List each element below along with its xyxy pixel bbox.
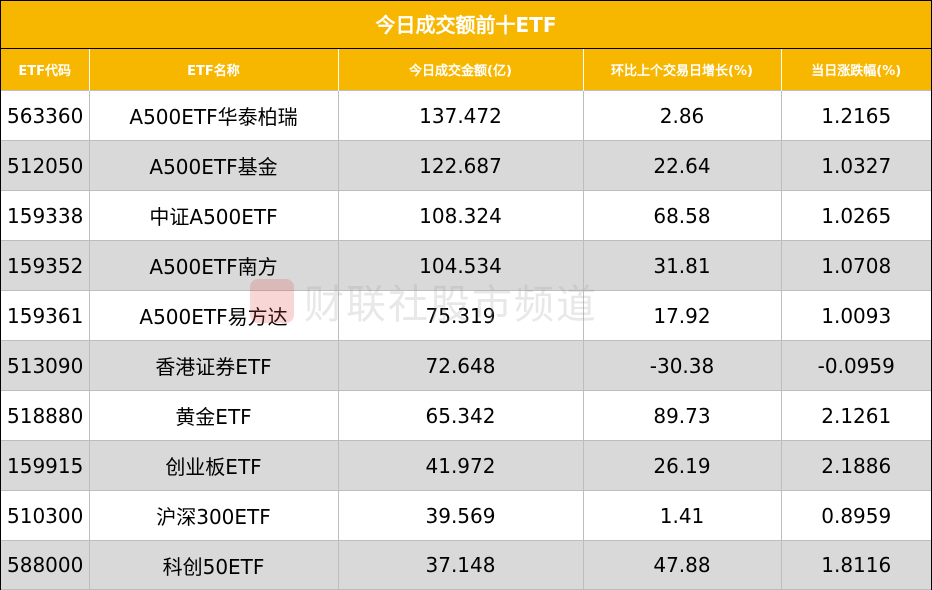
cell-name: 香港证券ETF xyxy=(88,340,339,391)
header-row: ETF代码 ETF名称 今日成交金额(亿) 环比上个交易日增长(%) 当日涨跌幅… xyxy=(1,49,931,91)
table-row: 518880 黄金ETF 65.342 89.73 2.1261 xyxy=(1,390,931,441)
cell-growth: 26.19 xyxy=(582,440,782,491)
header-cell-growth: 环比上个交易日增长(%) xyxy=(582,49,782,91)
cell-code: 159915 xyxy=(1,440,90,491)
cell-name: 中证A500ETF xyxy=(88,190,339,241)
cell-change: -0.0959 xyxy=(780,340,931,391)
cell-growth: 89.73 xyxy=(582,390,782,441)
cell-code: 512050 xyxy=(1,140,90,191)
table-row: 513090 香港证券ETF 72.648 -30.38 -0.0959 xyxy=(1,340,931,391)
cell-turnover: 72.648 xyxy=(337,340,584,391)
header-cell-name: ETF名称 xyxy=(88,49,339,91)
cell-turnover: 122.687 xyxy=(337,140,584,191)
cell-turnover: 75.319 xyxy=(337,290,584,341)
table-row: 159361 A500ETF易方达 75.319 17.92 1.0093 xyxy=(1,290,931,341)
cell-turnover: 65.342 xyxy=(337,390,584,441)
cell-turnover: 37.148 xyxy=(337,540,584,590)
cell-growth: 22.64 xyxy=(582,140,782,191)
table-row: 588000 科创50ETF 37.148 47.88 1.8116 xyxy=(1,540,931,590)
cell-change: 2.1261 xyxy=(780,390,931,441)
cell-name: 沪深300ETF xyxy=(88,490,339,541)
table-body: 563360 A500ETF华泰柏瑞 137.472 2.86 1.2165 512050… xyxy=(1,90,931,590)
cell-change: 2.1886 xyxy=(780,440,931,491)
cell-name: 黄金ETF xyxy=(88,390,339,441)
table-title: 今日成交额前十ETF xyxy=(1,1,931,49)
cell-growth: 17.92 xyxy=(582,290,782,341)
table-row: 159915 创业板ETF 41.972 26.19 2.1886 xyxy=(1,440,931,491)
cell-change: 1.8116 xyxy=(780,540,931,590)
cell-growth: 31.81 xyxy=(582,240,782,291)
cell-turnover: 108.324 xyxy=(337,190,584,241)
table-row: 159338 中证A500ETF 108.324 68.58 1.0265 xyxy=(1,190,931,241)
cell-code: 588000 xyxy=(1,540,90,590)
cell-turnover: 41.972 xyxy=(337,440,584,491)
cell-code: 518880 xyxy=(1,390,90,441)
cell-change: 1.0265 xyxy=(780,190,931,241)
cell-growth: 47.88 xyxy=(582,540,782,590)
table-row: 159352 A500ETF南方 104.534 31.81 1.0708 xyxy=(1,240,931,291)
cell-code: 159352 xyxy=(1,240,90,291)
cell-growth: 68.58 xyxy=(582,190,782,241)
cell-change: 0.8959 xyxy=(780,490,931,541)
cell-name: A500ETF易方达 xyxy=(88,290,339,341)
cell-turnover: 137.472 xyxy=(337,90,584,141)
cell-growth: 1.41 xyxy=(582,490,782,541)
cell-change: 1.0093 xyxy=(780,290,931,341)
header-cell-turnover: 今日成交金额(亿) xyxy=(337,49,584,91)
cell-name: 创业板ETF xyxy=(88,440,339,491)
cell-code: 159361 xyxy=(1,290,90,341)
cell-change: 1.0327 xyxy=(780,140,931,191)
cell-name: A500ETF南方 xyxy=(88,240,339,291)
cell-growth: -30.38 xyxy=(582,340,782,391)
cell-change: 1.2165 xyxy=(780,90,931,141)
table-row: 563360 A500ETF华泰柏瑞 137.472 2.86 1.2165 xyxy=(1,90,931,141)
cell-code: 159338 xyxy=(1,190,90,241)
header-cell-code: ETF代码 xyxy=(1,49,90,91)
cell-change: 1.0708 xyxy=(780,240,931,291)
cell-code: 510300 xyxy=(1,490,90,541)
cell-turnover: 39.569 xyxy=(337,490,584,541)
table-row: 510300 沪深300ETF 39.569 1.41 0.8959 xyxy=(1,490,931,541)
cell-code: 513090 xyxy=(1,340,90,391)
cell-name: A500ETF华泰柏瑞 xyxy=(88,90,339,141)
cell-name: 科创50ETF xyxy=(88,540,339,590)
cell-name: A500ETF基金 xyxy=(88,140,339,191)
cell-turnover: 104.534 xyxy=(337,240,584,291)
etf-table: ETF代码 ETF名称 今日成交金额(亿) 环比上个交易日增长(%) 当日涨跌幅… xyxy=(1,49,931,590)
cell-code: 563360 xyxy=(1,90,90,141)
cell-growth: 2.86 xyxy=(582,90,782,141)
header-cell-change: 当日涨跌幅(%) xyxy=(780,49,931,91)
table-row: 512050 A500ETF基金 122.687 22.64 1.0327 xyxy=(1,140,931,191)
